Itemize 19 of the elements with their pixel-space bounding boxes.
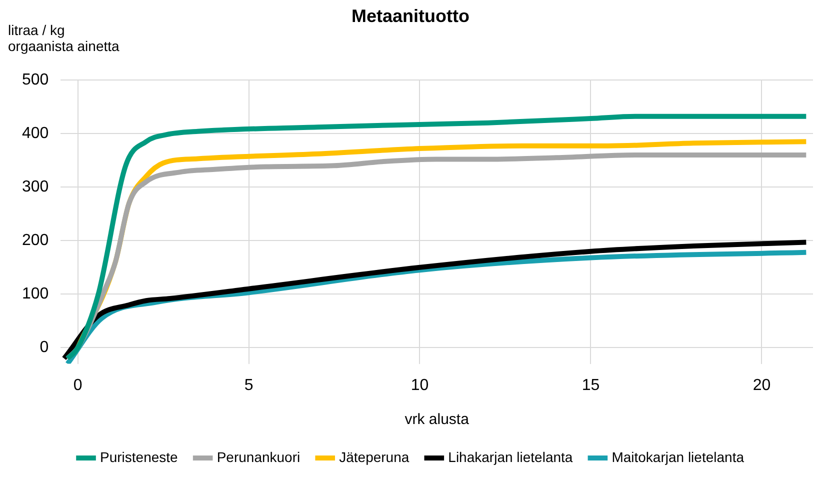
legend-label: Perunankuori [216,448,300,465]
x-tick-label: 0 [73,376,82,394]
chart-title: Metaanituotto [352,6,470,26]
y-tick-label: 300 [22,178,49,196]
y-tick-label: 0 [40,339,49,356]
legend-label: Maitokarjan lietelanta [612,448,744,465]
legend-label: Puristeneste [100,448,178,465]
x-axis-title: vrk alusta [404,411,470,428]
y-tick-label: 200 [22,232,49,250]
legend-label: Jäteperuna [339,448,410,465]
x-tick-label: 15 [582,376,600,394]
legend-label: Lihakarjan lietelanta [448,448,573,465]
x-tick-label: 10 [410,376,429,394]
x-tick-label: 5 [244,376,254,394]
y-tick-label: 400 [22,124,49,142]
y-axis-title: litraa / kg orgaanista ainetta [8,22,120,54]
y-tick-label: 100 [22,286,49,303]
x-tick-label: 20 [752,376,771,394]
y-tick-label: 500 [22,71,49,88]
